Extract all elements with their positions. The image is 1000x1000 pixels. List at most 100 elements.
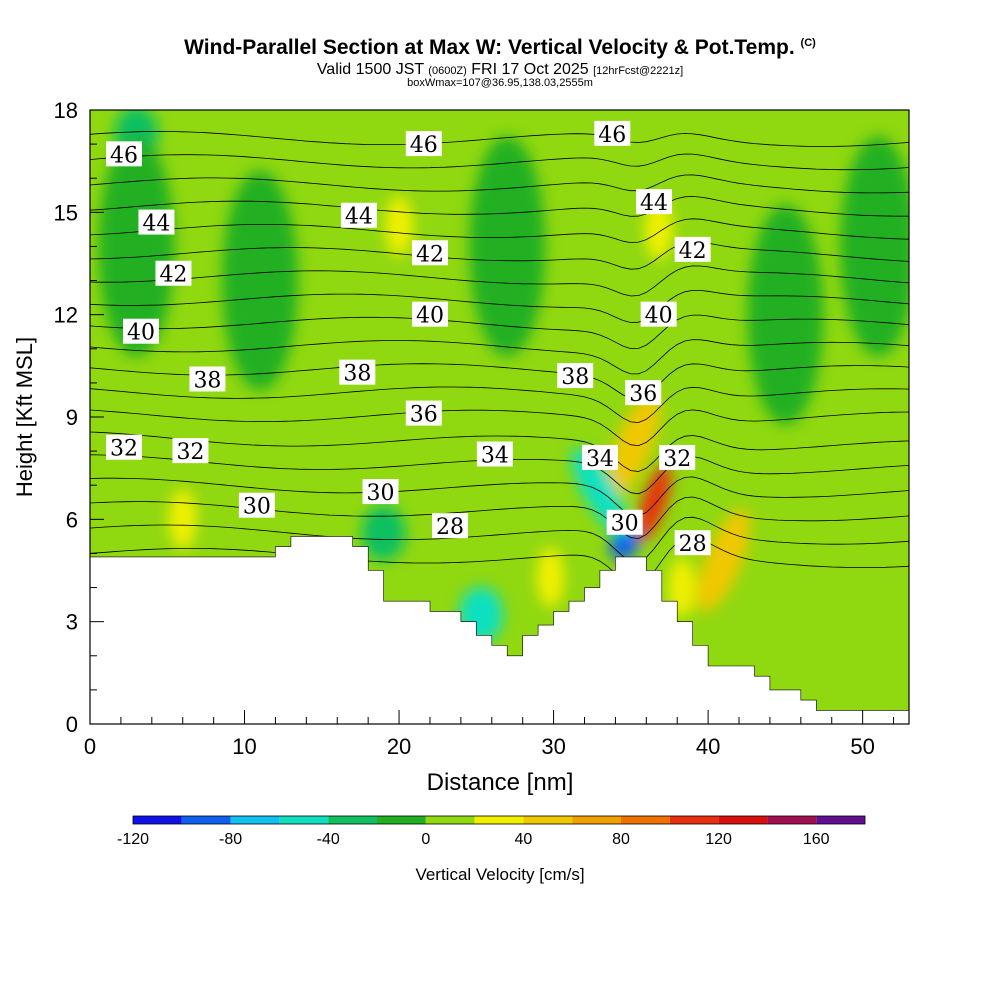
theta-label: 46 — [105, 141, 142, 168]
theta-label-box — [411, 301, 448, 327]
colorbar-swatch — [474, 816, 524, 824]
theta-label: 34 — [581, 444, 618, 472]
theta-contour — [90, 153, 909, 171]
theta-label-box — [581, 444, 618, 470]
theta-contour — [90, 195, 909, 217]
theta-label-text: 30 — [243, 495, 271, 520]
y-tick-label: 6 — [66, 507, 78, 532]
colorbar-swatch — [621, 816, 670, 824]
colorbar-tick-label: 40 — [515, 831, 533, 848]
chart-title: Wind-Parallel Section at Max W: Vertical… — [0, 36, 1000, 60]
terrain — [90, 536, 909, 724]
w-anomalies — [98, 110, 909, 643]
theta-contour — [90, 537, 909, 587]
w-blob — [536, 547, 565, 608]
theta-contour — [90, 363, 909, 400]
colorbar-swatch — [718, 816, 768, 824]
y-tick-label: 3 — [66, 610, 78, 635]
theta-label: 46 — [405, 131, 442, 158]
theta-label-text: 34 — [586, 447, 614, 472]
theta-contour — [90, 174, 909, 194]
theta-label-box — [155, 260, 192, 286]
x-axis-label: Distance [nm] — [427, 769, 574, 796]
theta-label-box — [138, 209, 175, 235]
w-blob — [221, 170, 298, 391]
theta-label-text: 42 — [679, 239, 707, 264]
theta-label-text: 28 — [436, 515, 464, 540]
theta-label-box — [606, 509, 643, 535]
theta-label-text: 46 — [598, 123, 626, 148]
x-tick-label: 0 — [84, 734, 96, 759]
theta-label-text: 34 — [481, 444, 509, 469]
theta-label-text: 46 — [410, 133, 438, 158]
theta-label-box — [640, 301, 677, 327]
theta-label-box — [189, 366, 226, 392]
theta-contour — [90, 409, 909, 447]
theta-label-text: 36 — [410, 403, 438, 428]
theta-label: 36 — [405, 400, 442, 428]
theta-label-box — [105, 141, 142, 167]
colorbar-swatch — [230, 816, 280, 824]
valid-utc: (0600Z) — [428, 65, 467, 77]
theta-label-box — [625, 380, 662, 406]
theta-label: 38 — [557, 363, 594, 390]
theta-label-box — [122, 318, 159, 344]
theta-label-text: 44 — [142, 212, 170, 237]
theta-label-text: 32 — [176, 440, 204, 465]
theta-label-box — [172, 438, 209, 464]
theta-label: 28 — [432, 513, 469, 540]
colorbar: -120 -80 -40 0 40 80 120 160 — [117, 815, 866, 848]
theta-contour — [90, 496, 909, 539]
theta-label-text: 44 — [345, 205, 373, 230]
chart-title-text: Wind-Parallel Section at Max W: Vertical… — [184, 36, 795, 59]
theta-label-box — [405, 131, 442, 157]
colorbar-tick-label: 120 — [705, 831, 732, 848]
theta-contour — [90, 290, 909, 323]
theta-label-box — [674, 236, 711, 262]
theta-label: 38 — [339, 359, 376, 387]
theta-contour — [90, 516, 909, 563]
theta-label: 30 — [238, 492, 275, 520]
theta-label: 44 — [636, 189, 673, 216]
theta-label: 36 — [625, 380, 662, 407]
theta-label-box — [476, 441, 513, 467]
theta-label-text: 42 — [159, 263, 187, 288]
theta-label-text: 40 — [416, 304, 444, 329]
theta-label-text: 44 — [640, 191, 668, 216]
theta-label-box — [340, 202, 377, 228]
y-tick-label: 0 — [66, 712, 78, 737]
theta-label-box — [405, 400, 442, 426]
colorbar-swatch — [816, 816, 865, 824]
theta-label-text: 30 — [367, 481, 395, 506]
colorbar-tick-label: 0 — [421, 831, 430, 848]
colorbar-swatch — [767, 816, 817, 824]
theta-label: 40 — [640, 301, 677, 329]
colorbar-tick-label: -80 — [219, 831, 242, 848]
theta-label: 34 — [476, 441, 513, 469]
theta-label-box — [674, 530, 711, 556]
theta-label: 28 — [674, 530, 711, 557]
theta-contour — [90, 339, 909, 375]
theta-label: 44 — [340, 202, 377, 230]
theta-label-text: 36 — [629, 382, 657, 407]
theta-label-text: 40 — [127, 321, 155, 346]
theta-label: 30 — [606, 509, 643, 537]
theta-contour — [90, 431, 909, 472]
theta-label-box — [105, 434, 142, 460]
colorbar-swatch — [328, 816, 377, 824]
colorbar-frame — [132, 815, 866, 825]
w-blob — [840, 136, 909, 357]
colorbar-swatch — [377, 816, 426, 824]
colorbar-tick-label: -120 — [117, 831, 149, 848]
w-blob — [168, 489, 197, 550]
w-blob — [697, 508, 751, 612]
w-blob — [98, 136, 175, 357]
chart-subtitle: Valid 1500 JST (0600Z) FRI 17 Oct 2025 [… — [0, 61, 1000, 79]
w-blob — [361, 504, 406, 561]
w-blob — [637, 464, 671, 541]
valid-date: FRI 17 Oct 2025 — [471, 61, 589, 78]
theta-label: 30 — [362, 479, 399, 506]
theta-label: 32 — [659, 444, 696, 472]
